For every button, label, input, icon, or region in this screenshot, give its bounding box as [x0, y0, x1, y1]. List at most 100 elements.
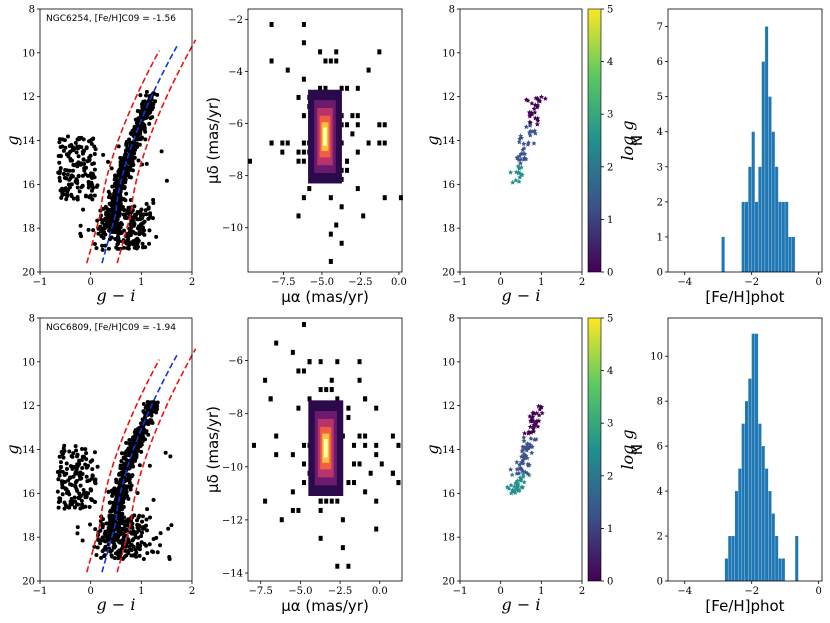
- cmd-star: [129, 132, 134, 137]
- cmd-star: [114, 480, 119, 485]
- spec-star: [528, 429, 534, 435]
- pm-cell: [279, 517, 284, 523]
- pm-cell: [382, 140, 387, 146]
- y-tick-label: 4: [657, 127, 663, 138]
- cmd-star: [64, 466, 69, 471]
- cmd-star: [119, 459, 124, 464]
- pm-cell: [307, 359, 312, 365]
- cmd-star: [159, 149, 164, 154]
- cmd-star: [125, 523, 130, 528]
- cmd-star: [107, 524, 112, 529]
- spec-star: [517, 466, 523, 472]
- cmd-star: [87, 173, 92, 178]
- hist-bar: [778, 558, 782, 581]
- cmd-star: [64, 197, 69, 202]
- x-tick-label: 1: [538, 277, 544, 288]
- pm-cell: [398, 195, 403, 201]
- pm-cell: [396, 480, 401, 486]
- cmd-star: [136, 225, 141, 230]
- cmd-star: [111, 500, 116, 505]
- y-tick-label: 0: [657, 577, 663, 588]
- pm-cell: [382, 195, 387, 201]
- spec-star: [528, 435, 534, 441]
- pm-cell: [269, 22, 274, 28]
- cmd-star: [121, 455, 126, 460]
- pm-cell: [280, 149, 285, 155]
- pm-cell: [285, 140, 290, 146]
- y-tick-label: −10: [222, 462, 243, 473]
- cmd-star: [101, 206, 106, 211]
- y-tick-label: 8: [449, 5, 455, 16]
- cmd-star: [64, 461, 69, 466]
- pm-cell: [339, 240, 344, 246]
- pm-cell: [301, 149, 306, 155]
- cmd-star: [128, 167, 133, 172]
- cmd-star: [107, 201, 112, 206]
- cmd-star: [116, 509, 121, 514]
- spec-star: [529, 450, 535, 456]
- y-tick-label: 0: [657, 268, 663, 279]
- spec-star: [542, 95, 548, 101]
- hist-bar: [758, 423, 762, 581]
- spec-star: [508, 169, 514, 175]
- isochrone-red-right: [116, 39, 197, 264]
- spec-star: [521, 479, 527, 485]
- cmd-star: [139, 540, 144, 545]
- cmd-star: [144, 115, 149, 120]
- cmd-star: [80, 466, 85, 471]
- cmd-star: [81, 207, 86, 212]
- pm-cell: [328, 195, 333, 201]
- y-tick-label: 20: [442, 577, 455, 588]
- cmd-star: [121, 535, 126, 540]
- colorbar: [587, 8, 602, 273]
- cmd-star: [155, 92, 160, 97]
- spec-star: [523, 124, 529, 130]
- spec-star: [518, 133, 524, 139]
- cmd-star: [129, 441, 134, 446]
- cmd-star: [141, 524, 146, 529]
- cmd-star: [142, 125, 147, 130]
- cmd-star: [94, 184, 99, 189]
- cmd-star: [68, 158, 73, 163]
- cmd-star: [58, 496, 63, 501]
- y-tick-label: 14: [442, 445, 455, 456]
- pm-cell: [379, 461, 384, 467]
- cmd-star: [65, 134, 70, 139]
- cmd-star: [76, 154, 81, 159]
- cmd-star: [84, 457, 89, 462]
- axes-frame: [667, 8, 823, 273]
- x-tick-label: −4: [677, 277, 692, 288]
- spec-xlabel: g − i: [502, 286, 541, 305]
- x-tick-label: 1: [138, 277, 144, 288]
- hist-bar: [761, 61, 765, 272]
- y-tick-label: 6: [657, 442, 663, 453]
- cmd-star: [119, 499, 124, 504]
- cmd-star: [71, 451, 76, 456]
- cmd-star: [144, 517, 149, 522]
- y-tick-label: −8: [228, 171, 243, 182]
- cmd-star: [71, 145, 76, 150]
- hist-bar: [748, 378, 752, 581]
- spec-star: [537, 406, 543, 412]
- pm-cell: [363, 442, 368, 448]
- cmd-star: [102, 223, 107, 228]
- cmd-star: [84, 146, 89, 151]
- pm-cell: [301, 461, 306, 467]
- cmd-star: [115, 246, 120, 251]
- cmd-star: [137, 463, 142, 468]
- pm-cells: [248, 22, 403, 264]
- spec-star: [532, 420, 538, 426]
- spec-points: [508, 94, 548, 185]
- pm-cell: [377, 49, 382, 55]
- colorbar-tick-label: 4: [607, 57, 613, 68]
- pm-cell: [274, 452, 279, 458]
- pm-cell: [269, 140, 274, 146]
- cmd-star: [128, 160, 133, 165]
- cmd-star: [70, 466, 75, 471]
- cmd-star: [60, 452, 65, 457]
- pm-cell: [318, 535, 323, 541]
- pm-cell: [335, 563, 340, 569]
- cmd-star: [146, 422, 151, 427]
